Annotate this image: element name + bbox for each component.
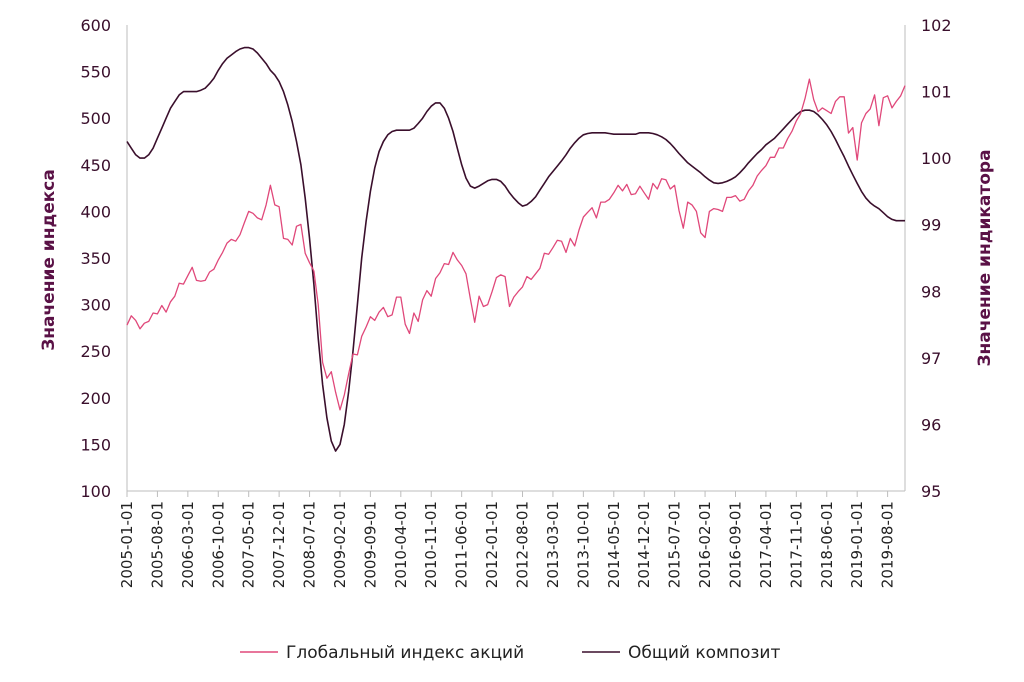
x-tick-label: 2013-10-01 — [574, 501, 592, 588]
x-tick-label: 2017-11-01 — [787, 501, 805, 588]
x-tick-label: 2012-08-01 — [514, 501, 532, 588]
x-tick-label: 2018-06-01 — [818, 501, 836, 588]
left-y-tick-label: 300 — [80, 296, 111, 315]
x-tick-label: 2014-12-01 — [635, 501, 653, 588]
x-tick-label: 2005-01-01 — [118, 501, 136, 588]
left-y-tick-label: 200 — [80, 389, 111, 408]
x-tick-label: 2007-05-01 — [240, 501, 258, 588]
x-tick-label: 2011-06-01 — [453, 501, 471, 588]
right-y-tick-label: 97 — [921, 349, 941, 368]
x-tick-label: 2016-02-01 — [696, 501, 714, 588]
x-tick-label: 2019-01-01 — [848, 501, 866, 588]
right-y-tick-label: 102 — [921, 16, 952, 35]
right-y-tick-label: 100 — [921, 149, 952, 168]
right-y-tick-label: 96 — [921, 415, 941, 434]
left-y-tick-label: 500 — [80, 109, 111, 128]
x-tick-label: 2016-09-01 — [726, 501, 744, 588]
x-tick-label: 2010-04-01 — [392, 501, 410, 588]
x-tick-label: 2012-01-01 — [483, 501, 501, 588]
left-y-tick-label: 250 — [80, 342, 111, 361]
left-y-tick-label: 450 — [80, 156, 111, 175]
x-tick-label: 2008-07-01 — [301, 501, 319, 588]
legend: Глобальный индекс акций Общий композит — [240, 643, 780, 663]
left-axis-label: Значение индекса — [39, 169, 59, 351]
x-tick-label: 2005-08-01 — [148, 501, 166, 588]
legend-label-composite: Общий композит — [628, 643, 780, 663]
x-tick-label: 2014-05-01 — [605, 501, 623, 588]
right-y-tick-label: 98 — [921, 282, 941, 301]
series-layer — [126, 46, 906, 452]
left-y-tick-label: 600 — [80, 16, 111, 35]
axes-layer: 100 150 200 250 300 350 400 450 500 550 600 95 96 97 9… — [80, 16, 951, 588]
left-y-tick-label: 350 — [80, 249, 111, 268]
legend-label-global-index: Глобальный индекс акций — [286, 643, 524, 663]
x-tick-label: 2009-02-01 — [331, 501, 349, 588]
left-y-tick-label: 550 — [80, 63, 111, 82]
x-tick-label: 2007-12-01 — [270, 501, 288, 588]
left-y-tick-label: 100 — [80, 482, 111, 501]
x-tick-label: 2019-08-01 — [879, 501, 897, 588]
left-y-tick-label: 400 — [80, 202, 111, 221]
right-y-tick-label: 95 — [921, 482, 941, 501]
right-y-tick-label: 101 — [921, 83, 952, 102]
x-tick-label: 2006-03-01 — [179, 501, 197, 588]
right-axis-label: Значение индикатора — [975, 149, 995, 366]
x-tick-label: 2015-07-01 — [666, 501, 684, 588]
series-line-composite — [126, 46, 905, 452]
x-tick-label: 2010-11-01 — [422, 501, 440, 588]
series-line-global-index — [126, 78, 906, 411]
x-tick-label: 2013-03-01 — [544, 501, 562, 588]
right-y-tick-label: 99 — [921, 216, 941, 235]
x-tick-label: 2017-04-01 — [757, 501, 775, 588]
left-y-tick-label: 150 — [80, 435, 111, 454]
x-tick-label: 2009-09-01 — [361, 501, 379, 588]
x-tick-label: 2006-10-01 — [209, 501, 227, 588]
